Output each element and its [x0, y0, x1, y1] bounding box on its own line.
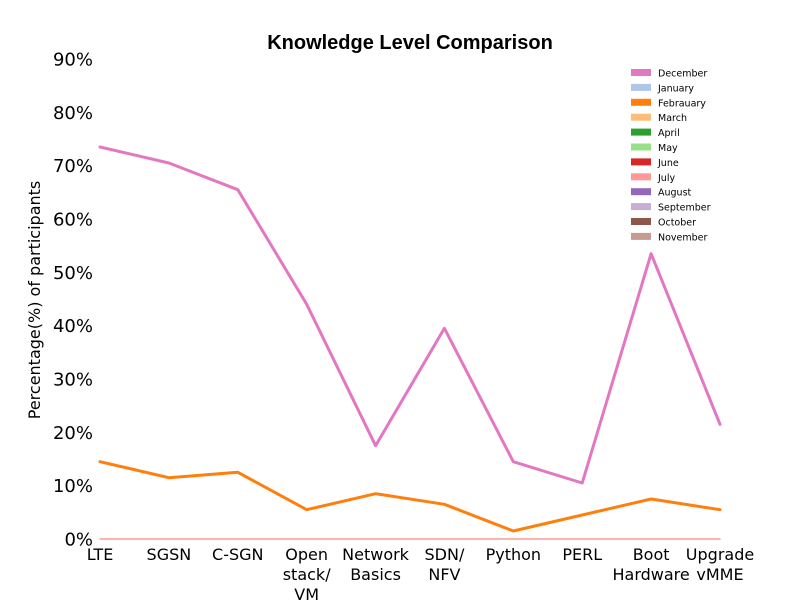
legend-label: January	[657, 83, 694, 94]
legend-label: June	[657, 158, 679, 169]
x-axis: LTE SGSN C-SGN Open stack/VM Network Basics SDN…	[87, 545, 755, 600]
legend-label: April	[658, 128, 680, 139]
x-tick-label-line: Hardware	[612, 565, 689, 584]
x-tick-label: Network Basics	[342, 545, 410, 584]
chart-title: Knowledge Level Comparison	[267, 32, 553, 54]
x-tick-label-line: Open	[285, 545, 328, 564]
legend-swatch	[631, 218, 651, 225]
x-tick-label: C-SGN	[212, 545, 263, 564]
x-tick-label-line: LTE	[87, 545, 114, 564]
x-tick-label: SDN/NFV	[425, 545, 465, 584]
legend-label: March	[658, 113, 687, 124]
x-tick-label: LTE	[87, 545, 114, 564]
legend-swatch	[631, 232, 651, 240]
legend-swatch	[631, 203, 651, 211]
x-tick-label: Boot Hardware	[612, 545, 689, 584]
legend-label: May	[658, 143, 678, 154]
legend-swatch	[631, 143, 651, 151]
x-tick-label-line: stack/	[283, 565, 331, 584]
x-tick-label-line: Boot	[633, 545, 670, 564]
x-tick-label: SGSN	[147, 545, 192, 564]
legend-label: December	[658, 69, 707, 80]
legend-swatch	[631, 158, 651, 166]
series-line-december	[98, 145, 722, 485]
y-tick-label: 40%	[53, 316, 93, 337]
x-tick-label: Upgrade vMME	[686, 545, 754, 584]
x-tick-label-line: NFV	[428, 565, 460, 584]
x-tick-label-line: VM	[294, 585, 319, 600]
y-tick-label: 0%	[64, 530, 93, 551]
y-tick-label: 70%	[53, 156, 93, 177]
plot-lines	[98, 145, 722, 540]
x-tick-label-line: C-SGN	[212, 545, 263, 564]
y-tick-label: 10%	[53, 476, 93, 497]
x-tick-label-line: Python	[486, 545, 541, 564]
legend-swatch	[631, 98, 651, 106]
y-tick-label: 90%	[53, 50, 93, 71]
x-tick-label: Open stack/VM	[283, 545, 331, 600]
legend-label: July	[657, 173, 675, 184]
x-tick-label: PERL	[562, 545, 602, 564]
x-tick-label-line: SGSN	[147, 545, 192, 564]
x-tick-label-line: PERL	[562, 545, 602, 564]
legend-swatch	[631, 173, 651, 181]
legend-label: August	[658, 188, 692, 199]
x-tick-label-line: Upgrade	[686, 545, 754, 564]
x-tick-label-line: Basics	[350, 565, 401, 584]
x-tick-label-line: Network	[342, 545, 410, 564]
y-tick-label: 50%	[53, 263, 93, 284]
legend-swatch	[631, 69, 651, 76]
legend-swatch	[631, 128, 651, 136]
legend-label: Febrauary	[658, 98, 706, 109]
y-tick-label: 20%	[53, 423, 93, 444]
legend-label: November	[658, 232, 708, 243]
legend-swatch	[631, 188, 651, 196]
y-tick-label: 60%	[53, 210, 93, 231]
legend-swatch	[631, 83, 651, 91]
x-tick-label-line: SDN/	[425, 545, 465, 564]
y-axis: 0% 10% 20% 30% 40% 50% 60% 70% 80% 90%	[53, 50, 93, 551]
y-tick-label: 30%	[53, 370, 93, 391]
legend-label: October	[658, 218, 696, 229]
y-axis-label: Percentage(%) of participants	[25, 181, 44, 420]
series-line-febrauary	[98, 460, 722, 533]
x-tick-label: Python	[486, 545, 541, 564]
legend-swatch	[631, 113, 651, 121]
legend: December January Febrauary March April May Jun…	[631, 69, 711, 243]
x-tick-label-line: vMME	[696, 565, 743, 584]
legend-label: September	[658, 203, 711, 214]
y-tick-label: 80%	[53, 103, 93, 124]
